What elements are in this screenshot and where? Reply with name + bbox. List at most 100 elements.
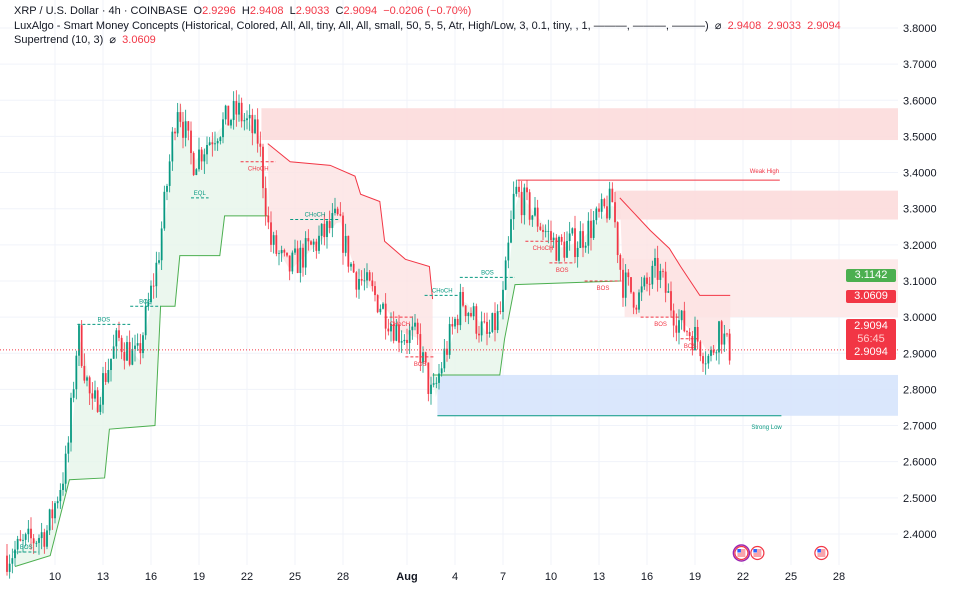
candle-body — [323, 223, 326, 238]
candle — [235, 90, 238, 127]
structure-label-bos: BOS — [597, 286, 610, 292]
candle — [246, 110, 248, 130]
candle — [662, 268, 664, 278]
candle — [72, 381, 75, 403]
candle — [472, 302, 475, 321]
candle-body — [142, 335, 144, 354]
candle-body — [320, 223, 323, 236]
candle — [627, 269, 630, 286]
y-axis-tick: 3.3000 — [903, 204, 937, 216]
candle-body — [528, 192, 531, 220]
candle — [403, 334, 406, 345]
candle-body — [310, 241, 312, 245]
candle-body — [224, 105, 227, 120]
candle-body — [680, 310, 683, 321]
structure-label-bos: BOS — [481, 270, 494, 276]
candle — [536, 199, 539, 232]
candle — [640, 276, 643, 302]
us-flag-icon[interactable] — [732, 544, 751, 562]
candle-body — [14, 549, 16, 559]
supertrend-symbol: ⌀ — [109, 34, 117, 46]
candle — [504, 256, 507, 291]
candle — [488, 319, 491, 338]
candle — [432, 372, 435, 388]
candle-body — [136, 343, 139, 346]
candle-body — [696, 326, 699, 342]
candle-body — [110, 358, 112, 371]
candle — [638, 289, 640, 313]
candle-body — [374, 286, 376, 296]
candle-body — [38, 538, 40, 543]
candle — [280, 245, 283, 262]
candle-body — [534, 207, 536, 216]
smc-indicator-legend[interactable]: LuxAlgo - Smart Money Concepts (Historic… — [14, 19, 841, 32]
us-flag-icon[interactable] — [814, 545, 829, 561]
candle — [454, 316, 456, 330]
candle-body — [411, 326, 414, 331]
candle-body — [523, 187, 526, 216]
x-axis-tick: 13 — [593, 571, 605, 583]
candle — [27, 520, 30, 543]
candle — [651, 260, 654, 289]
candle — [128, 330, 131, 367]
candle-body — [334, 208, 336, 214]
candle — [48, 508, 51, 536]
candle-body — [611, 188, 614, 203]
candle — [248, 104, 251, 131]
candle — [67, 436, 70, 463]
candle — [30, 517, 32, 550]
us-flag-icon[interactable] — [750, 545, 765, 561]
candle — [526, 180, 528, 201]
candle-body — [131, 348, 134, 365]
candle — [728, 329, 731, 365]
candle-body — [518, 186, 520, 192]
candle — [510, 210, 512, 244]
candle-body — [691, 336, 694, 351]
candle — [614, 191, 616, 228]
candle-body — [179, 112, 182, 122]
candle-body — [392, 323, 395, 341]
candle — [222, 112, 224, 144]
candle — [86, 375, 88, 387]
candle — [40, 522, 43, 550]
y-axis-tick: 3.0000 — [903, 312, 937, 324]
candle-body — [296, 248, 299, 273]
candle — [224, 104, 227, 125]
candle — [347, 235, 350, 273]
candle — [22, 533, 24, 553]
candle-body — [120, 337, 123, 353]
candle-body — [416, 322, 419, 335]
candle-body — [376, 295, 379, 313]
candle-body — [558, 236, 560, 261]
level-label: Weak High — [750, 169, 779, 175]
candle — [646, 272, 648, 292]
candle-body — [582, 231, 584, 248]
candle-body — [126, 342, 128, 361]
flag-circle — [814, 545, 829, 561]
x-axis-tick: 22 — [737, 571, 749, 583]
candle-body — [288, 255, 291, 272]
supertrend-legend[interactable]: Supertrend (10, 3) ⌀ 3.0609 — [14, 33, 156, 46]
candle — [598, 203, 600, 218]
candle-body — [331, 213, 334, 228]
candle — [291, 250, 294, 275]
candle — [566, 231, 568, 258]
smc-value-2: 2.9033 — [767, 20, 801, 32]
candle — [344, 223, 347, 257]
candle-body — [382, 303, 384, 309]
candle — [576, 241, 579, 268]
y-axis-tick: 3.5000 — [903, 131, 937, 143]
candle-body — [102, 373, 104, 405]
candle — [78, 323, 80, 367]
y-axis-tick: 3.4000 — [903, 168, 937, 180]
candle — [328, 210, 331, 234]
structure-label-eql: EQL — [194, 191, 207, 197]
candle — [712, 345, 715, 356]
candle — [542, 224, 544, 240]
symbol-legend[interactable]: XRP / U.S. Dollar · 4h · COINBASE O2.929… — [14, 5, 471, 17]
candle — [51, 501, 54, 530]
high-value: 2.9408 — [249, 5, 284, 17]
candle-body — [664, 271, 667, 293]
candle-body — [398, 324, 400, 343]
